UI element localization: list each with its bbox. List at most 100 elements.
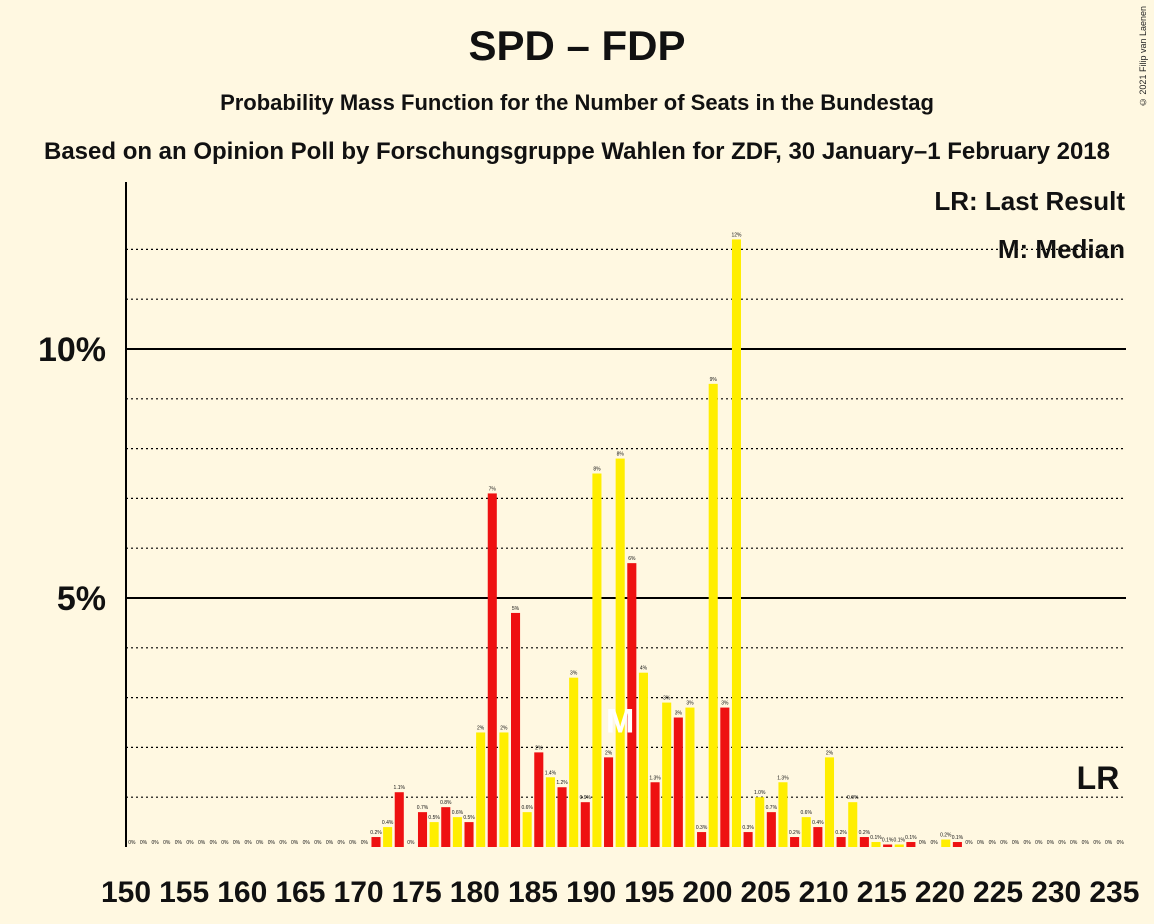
bar-seat-201 <box>720 707 730 847</box>
bar-data-labels: 0% 0% 0% 0% 0% 0% 0% 0% 0% 0% 0% 0% 0% 0% 0% 0% 0% 0% 0% 0%… <box>128 232 1124 846</box>
bar-label-seat-155: 0% <box>186 840 194 846</box>
bar-label-seat-172: 0.4% <box>382 820 394 826</box>
bar-seat-194 <box>638 672 648 847</box>
chart-source-subtitle: Based on an Opinion Poll by Forschungsgr… <box>43 138 1110 165</box>
bar-label-seat-202: 12% <box>731 232 742 238</box>
bar-label-seat-190: 8% <box>593 467 601 473</box>
x-tick-label-210: 210 <box>799 876 849 909</box>
bar-label-seat-198: 3% <box>686 701 694 707</box>
bar-label-seat-200: 9% <box>710 377 718 383</box>
bar-seat-209 <box>813 827 823 847</box>
bar-label-seat-168: 0% <box>337 840 345 846</box>
bar-label-seat-209: 0.4% <box>812 820 824 826</box>
bar-label-seat-228: 0% <box>1035 840 1043 846</box>
bar-seat-186 <box>545 777 555 847</box>
x-tick-label-190: 190 <box>566 876 616 909</box>
bar-seat-210 <box>824 757 835 847</box>
bar-label-seat-179: 0.5% <box>463 815 475 821</box>
grid-lines <box>126 248 1126 798</box>
bar-label-seat-231: 0% <box>1070 840 1078 846</box>
bar-seat-203 <box>743 832 753 847</box>
x-tick-label-160: 160 <box>217 876 267 909</box>
median-marker: M <box>606 702 634 740</box>
x-tick-label-165: 165 <box>275 876 325 909</box>
bar-label-seat-185: 2% <box>535 745 543 751</box>
bar-label-seat-176: 0.5% <box>428 815 440 821</box>
bar-seat-185 <box>534 752 544 847</box>
bar-seat-206 <box>778 782 788 847</box>
bar-seat-173 <box>394 792 404 847</box>
bar-seat-184 <box>522 812 532 847</box>
bar-label-seat-206: 1.3% <box>777 775 789 781</box>
bar-seat-189 <box>580 802 590 847</box>
bar-seat-182 <box>499 732 509 847</box>
bar-label-seat-171: 0.2% <box>370 830 382 836</box>
bar-seat-187 <box>557 787 567 847</box>
x-tick-label-215: 215 <box>857 876 907 909</box>
bar-seat-208 <box>801 817 811 847</box>
bar-seat-216 <box>894 844 904 847</box>
bar-seat-205 <box>766 812 776 847</box>
bar-label-seat-217: 0.1% <box>905 835 917 841</box>
bar-seat-191 <box>604 757 614 847</box>
bar-label-seat-196: 3% <box>663 696 671 702</box>
bar-label-seat-180: 2% <box>477 725 485 731</box>
bar-label-seat-186: 1.4% <box>545 770 557 776</box>
x-tick-label-220: 220 <box>915 876 965 909</box>
bar-label-seat-201: 3% <box>721 701 729 707</box>
bar-label-seat-193: 6% <box>628 556 636 562</box>
bar-label-seat-178: 0.6% <box>452 810 464 816</box>
x-axis: 150 155 160 165 170 175 180 185 190 195 200 205 210 2… <box>101 876 1139 909</box>
legend: LR: Last Result M: Median <box>934 186 1125 264</box>
bar-seat-190 <box>592 473 602 847</box>
y-tick-label-5: 5% <box>57 580 106 618</box>
bar-label-seat-151: 0% <box>140 840 148 846</box>
bar-seat-193 <box>627 563 637 847</box>
bar-label-seat-188: 3% <box>570 671 578 677</box>
bar-label-seat-229: 0% <box>1047 840 1055 846</box>
bar-label-seat-232: 0% <box>1082 840 1090 846</box>
bar-label-seat-203: 0.3% <box>742 825 754 831</box>
bar-label-seat-220: 0.2% <box>940 833 952 839</box>
bar-label-seat-223: 0% <box>977 840 985 846</box>
bar-label-seat-213: 0.2% <box>859 830 871 836</box>
bar-seat-220 <box>941 839 951 847</box>
x-tick-label-180: 180 <box>450 876 500 909</box>
chart-subtitle: Probability Mass Function for the Number… <box>220 90 934 115</box>
bar-seat-196 <box>662 702 672 847</box>
bar-label-seat-218: 0% <box>919 840 927 846</box>
bar-seat-221 <box>952 842 962 847</box>
x-tick-label-170: 170 <box>334 876 384 909</box>
bar-seat-183 <box>511 612 521 847</box>
bar-label-seat-225: 0% <box>1000 840 1008 846</box>
bar-label-seat-166: 0% <box>314 840 322 846</box>
x-tick-label-230: 230 <box>1031 876 1081 909</box>
bar-label-seat-158: 0% <box>221 840 229 846</box>
bar-seat-172 <box>383 827 393 847</box>
bar-label-seat-156: 0% <box>198 840 206 846</box>
bar-seat-181 <box>487 493 497 847</box>
bar-label-seat-208: 0.6% <box>801 810 813 816</box>
bar-label-seat-221: 0.1% <box>952 835 964 841</box>
bar-label-seat-153: 0% <box>163 840 171 846</box>
bar-label-seat-181: 7% <box>489 486 497 492</box>
bar-seat-215 <box>883 844 893 847</box>
bar-label-seat-191: 2% <box>605 750 613 756</box>
bar-label-seat-222: 0% <box>965 840 973 846</box>
x-tick-label-175: 175 <box>392 876 442 909</box>
bar-series <box>371 239 962 847</box>
bar-seat-192 <box>615 458 625 847</box>
bar-seat-202 <box>731 239 741 847</box>
y-tick-label-10: 10% <box>38 331 106 369</box>
bar-label-seat-173: 1.1% <box>394 785 406 791</box>
x-tick-label-155: 155 <box>159 876 209 909</box>
bar-label-seat-204: 1.0% <box>754 790 766 796</box>
bar-label-seat-160: 0% <box>244 840 252 846</box>
bar-label-seat-167: 0% <box>326 840 334 846</box>
bar-label-seat-170: 0% <box>361 840 369 846</box>
bar-label-seat-219: 0% <box>931 840 939 846</box>
bar-label-seat-184: 0.6% <box>521 805 533 811</box>
bar-label-seat-212: 0.9% <box>847 795 859 801</box>
bar-label-seat-233: 0% <box>1093 840 1101 846</box>
